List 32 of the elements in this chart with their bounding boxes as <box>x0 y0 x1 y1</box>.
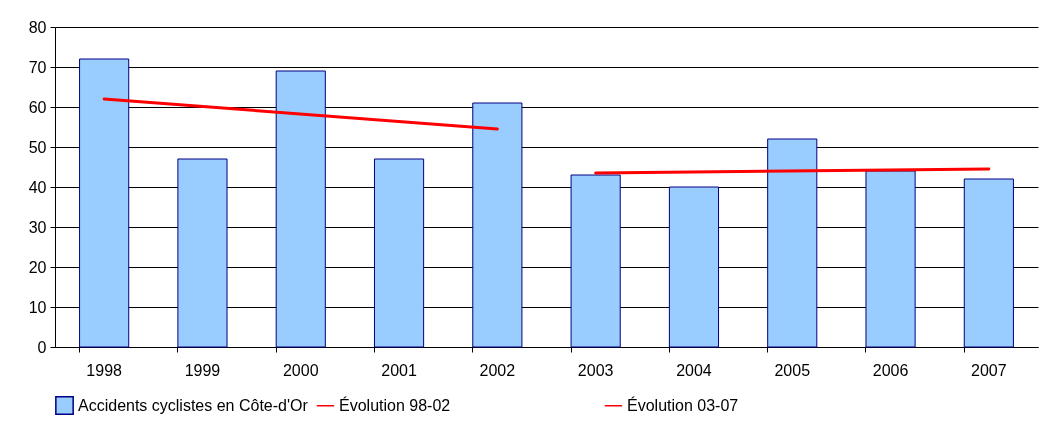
bar <box>963 178 1014 348</box>
bar <box>373 158 425 348</box>
bar <box>472 102 523 348</box>
x-tick-label: 2001 <box>381 361 417 379</box>
y-tick-label: 40 <box>28 178 47 196</box>
y-tick-label: 10 <box>28 298 47 316</box>
x-tick-label: 2005 <box>774 361 811 379</box>
y-tick-label: 0 <box>37 338 47 356</box>
x-tick-label: 2004 <box>676 361 712 379</box>
x-tick-label: 2002 <box>479 361 516 379</box>
x-tick-label: 2006 <box>872 361 909 379</box>
y-tick-label: 60 <box>28 98 47 116</box>
bar <box>767 138 818 348</box>
legend-label: Évolution 98-02 <box>339 395 451 414</box>
legend-label: Accidents cyclistes en Côte-d'Or <box>78 396 309 414</box>
x-tick-label: 2007 <box>971 361 1007 379</box>
y-tick-label: 20 <box>28 258 47 276</box>
y-tick-label: 80 <box>28 18 47 36</box>
x-tick-label: 1998 <box>86 361 123 379</box>
x-tick-label: 2000 <box>282 361 319 379</box>
bar <box>668 186 720 348</box>
y-tick-label: 50 <box>28 138 47 156</box>
legend-label: Évolution 03-07 <box>627 395 739 414</box>
bar <box>570 174 621 348</box>
x-tick-label: 2003 <box>577 361 614 379</box>
bar <box>275 70 326 348</box>
y-tick-label: 30 <box>28 218 47 236</box>
bar <box>79 58 130 348</box>
y-tick-label: 70 <box>28 58 47 76</box>
x-tick-label: 1999 <box>184 361 221 379</box>
bar <box>865 170 916 348</box>
bar <box>177 158 228 348</box>
